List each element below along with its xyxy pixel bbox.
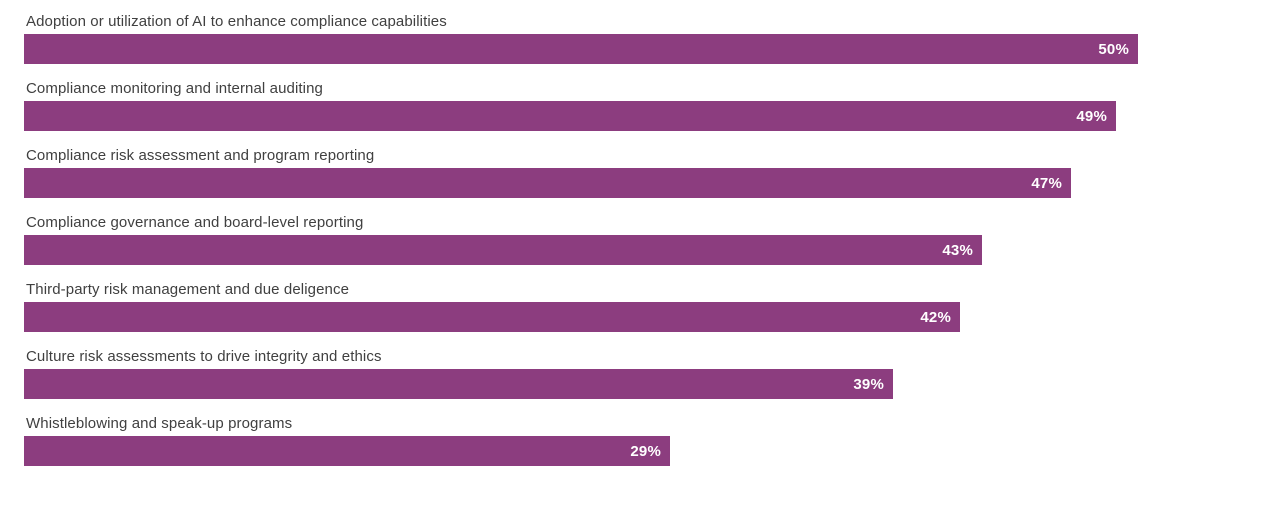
bar-row: Adoption or utilization of AI to enhance…: [24, 13, 1282, 64]
bar-value-label: 29%: [630, 442, 661, 460]
bar: 42%: [24, 302, 960, 332]
bar-value-label: 49%: [1076, 107, 1107, 125]
bar-row: Culture risk assessments to drive integr…: [24, 348, 1282, 399]
bar-track: 42%: [24, 302, 1282, 332]
bar-value-label: 43%: [942, 241, 973, 259]
bar-track: 39%: [24, 369, 1282, 399]
bar-value-label: 39%: [853, 375, 884, 393]
bar-category-label: Compliance risk assessment and program r…: [26, 147, 375, 164]
bar-category-label: Compliance governance and board-level re…: [26, 214, 364, 231]
bar-value-label: 47%: [1031, 174, 1062, 192]
bar: 49%: [24, 101, 1116, 131]
bar-row: Compliance governance and board-level re…: [24, 214, 1282, 265]
bar-track: 49%: [24, 101, 1282, 131]
bar-row: Third-party risk management and due deli…: [24, 281, 1282, 332]
bar-category-label: Adoption or utilization of AI to enhance…: [26, 13, 447, 30]
bar: 47%: [24, 168, 1071, 198]
bar-row: Compliance risk assessment and program r…: [24, 147, 1282, 198]
bar: 43%: [24, 235, 982, 265]
bar-track: 29%: [24, 436, 1282, 466]
bar-row: Whistleblowing and speak-up programs 29%: [24, 415, 1282, 466]
bar-category-label: Third-party risk management and due deli…: [26, 281, 350, 298]
bar: 39%: [24, 369, 893, 399]
bar-category-label: Compliance monitoring and internal audit…: [26, 80, 323, 97]
bar: 29%: [24, 436, 670, 466]
bar-track: 43%: [24, 235, 1282, 265]
bar-row: Compliance monitoring and internal audit…: [24, 80, 1282, 131]
bar: 50%: [24, 34, 1138, 64]
bar-track: 50%: [24, 34, 1282, 64]
horizontal-bar-chart: Adoption or utilization of AI to enhance…: [24, 13, 1282, 466]
bar-value-label: 50%: [1098, 40, 1129, 58]
bar-category-label: Whistleblowing and speak-up programs: [26, 415, 293, 432]
bar-track: 47%: [24, 168, 1282, 198]
bar-category-label: Culture risk assessments to drive integr…: [26, 348, 382, 365]
bar-value-label: 42%: [920, 308, 951, 326]
